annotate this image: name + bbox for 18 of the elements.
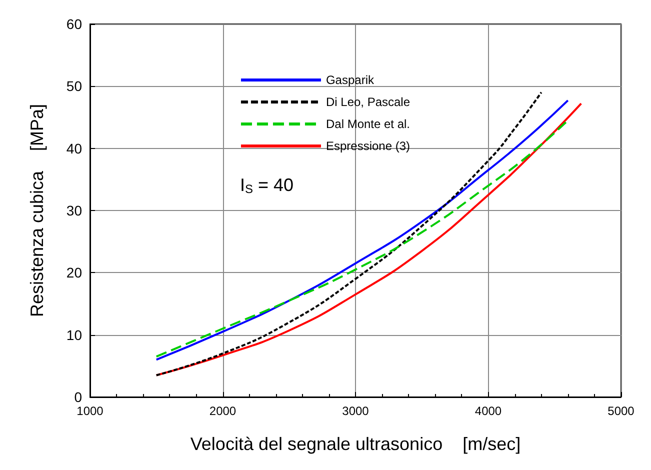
y-tick-label: 60 — [66, 16, 82, 32]
x-tick-label: 3000 — [342, 404, 370, 418]
y-tick-label: 50 — [66, 78, 82, 94]
x-tick-label: 1000 — [76, 404, 104, 418]
x-tick-label: 5000 — [608, 404, 635, 418]
y-tick-label: 20 — [66, 264, 82, 281]
x-tick-label: 4000 — [474, 404, 502, 418]
y-tick-label: 30 — [66, 202, 82, 218]
legend-label: Dal Monte et al. — [326, 117, 410, 131]
y-tick-label: 10 — [66, 326, 82, 343]
y-tick-label: 0 — [74, 389, 82, 405]
x-axis-title: Velocità del segnale ultrasonico [m/sec] — [190, 434, 521, 454]
legend-label: Gasparik — [326, 73, 375, 87]
x-tick-label: 2000 — [209, 404, 236, 418]
y-axis-title: Resistenza cubica [MPa] — [27, 104, 47, 318]
legend-label: Di Leo, Pascale — [326, 95, 410, 109]
legend-label: Espressione (3) — [326, 139, 410, 153]
y-tick-label: 40 — [66, 140, 82, 156]
